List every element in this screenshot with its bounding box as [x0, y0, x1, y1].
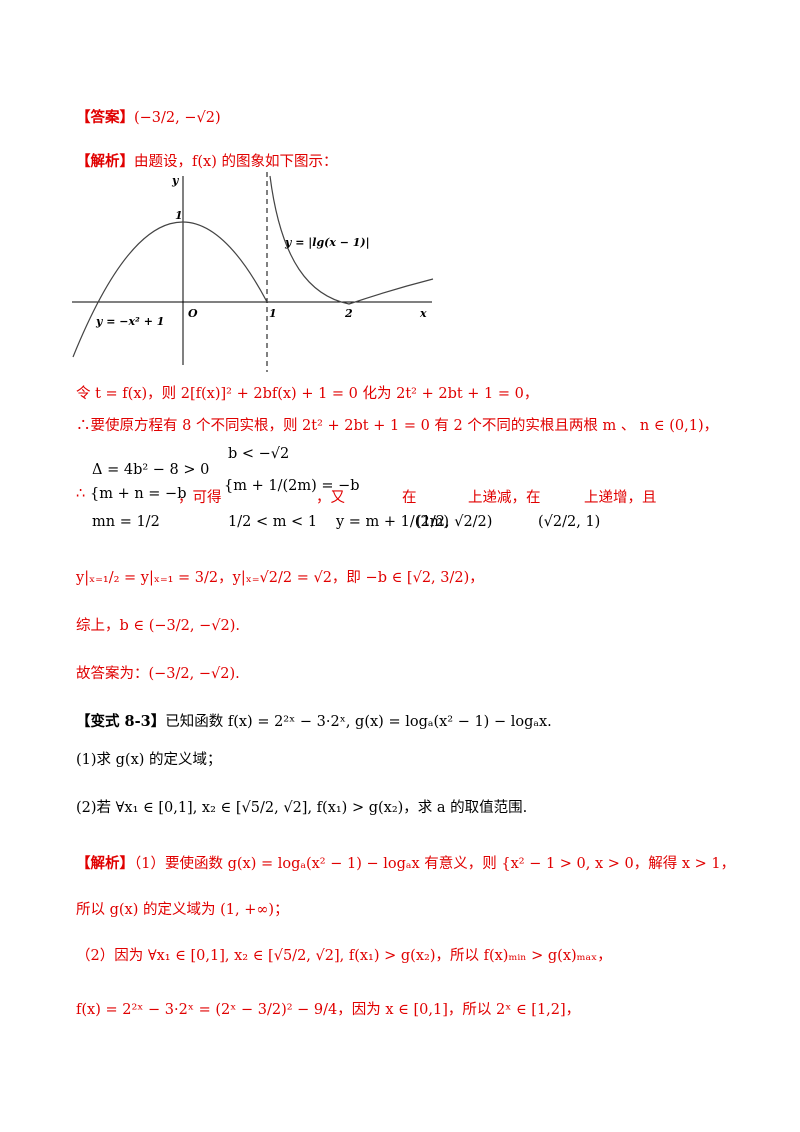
- math: Δ = 4b² − 8 > 0: [92, 462, 210, 478]
- x-tick-label: 1: [269, 307, 277, 320]
- solution-line: 【解析】（1）要使函数 g(x) = logₐ(x² − 1) − logₐx …: [76, 852, 735, 873]
- text: 在: [402, 490, 417, 506]
- x-tick-label: 2: [344, 307, 353, 320]
- math: mn = 1/2: [92, 514, 160, 530]
- math: (√2/2, 1): [538, 514, 601, 530]
- text-line: y|ₓ₌₁/₂ = y|ₓ₌₁ = 3/2，y|ₓ₌√2/2 = √2，即 −b…: [76, 570, 484, 586]
- question: (2)若 ∀x₁ ∈ [0,1], x₂ ∈ [√5/2, √2], f(x₁)…: [76, 800, 528, 816]
- analysis: 【解析】由题设，f(x) 的图象如下图示：: [76, 150, 337, 171]
- solution-line: f(x) = 2²ˣ − 3·2ˣ = (2ˣ − 3/2)² − 9/4，因为…: [76, 1002, 581, 1018]
- answer-label: 【答案】: [76, 109, 134, 126]
- variant-text: 已知函数 f(x) = 2²ˣ − 3·2ˣ, g(x) = logₐ(x² −…: [165, 714, 552, 730]
- math: {m + 1/(2m) = −b: [224, 478, 360, 494]
- answer-text: (−3/2, −√2): [134, 110, 221, 126]
- text: 上递减，在: [468, 490, 541, 506]
- answer: 【答案】(−3/2, −√2): [76, 106, 221, 127]
- solution-label: 【解析】: [76, 855, 134, 872]
- text: 上递增，且: [584, 490, 657, 506]
- analysis-text: 由题设，f(x) 的图象如下图示：: [134, 154, 338, 170]
- analysis-label: 【解析】: [76, 153, 134, 170]
- origin-label: O: [188, 307, 198, 320]
- variant-label: 【变式 8-3】: [76, 713, 166, 730]
- math: 1/2 < m < 1: [228, 514, 318, 530]
- question: (1)求 g(x) 的定义域；: [76, 752, 222, 768]
- solution-text: （1）要使函数 g(x) = logₐ(x² − 1) − logₐx 有意义，…: [134, 856, 736, 872]
- math: y = m + 1/(2m): [336, 514, 450, 530]
- graph: y x O 1 1 2 y = −x² + 1 y = |lg(x − 1)|: [72, 172, 434, 372]
- math: {m + n = −b: [90, 486, 187, 502]
- text: ，可得: [178, 490, 222, 506]
- math: (1/2, √2/2): [416, 514, 493, 530]
- y-tick-label: 1: [175, 209, 183, 222]
- text: ，又: [316, 490, 345, 506]
- math: b < −√2: [228, 446, 290, 462]
- text-line: ∴要使原方程有 8 个不同实根，则 2t² + 2bt + 1 = 0 有 2 …: [76, 418, 719, 434]
- solution-line: 所以 g(x) 的定义域为 (1, +∞)；: [76, 902, 289, 918]
- variant: 【变式 8-3】已知函数 f(x) = 2²ˣ − 3·2ˣ, g(x) = l…: [76, 710, 552, 731]
- text-line: 令 t = f(x)，则 2[f(x)]² + 2bf(x) + 1 = 0 化…: [76, 386, 539, 402]
- x-axis-label: x: [419, 307, 427, 320]
- curve-label: y = |lg(x − 1)|: [284, 236, 370, 249]
- text-line: 故答案为：(−3/2, −√2).: [76, 666, 240, 682]
- log-curve: [269, 175, 434, 305]
- text: ∴: [76, 486, 86, 502]
- curve-label: y = −x² + 1: [95, 315, 164, 328]
- solution-line: （2）因为 ∀x₁ ∈ [0,1], x₂ ∈ [√5/2, √2], f(x₁…: [76, 948, 612, 964]
- y-axis-label: y: [171, 174, 180, 187]
- parabola: [72, 221, 268, 358]
- text-line: 综上，b ∈ (−3/2, −√2).: [76, 618, 240, 634]
